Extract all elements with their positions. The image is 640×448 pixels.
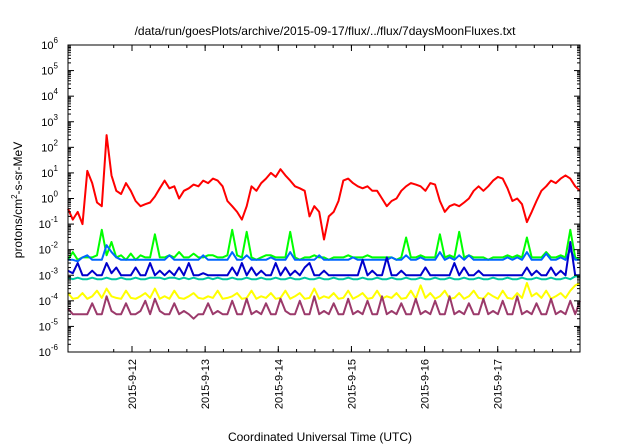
y-axis-label-base: protons/cm [11, 199, 25, 258]
y-tick-label-base: 10 [41, 117, 53, 129]
x-tick-label: 2015-9-12 [127, 359, 139, 409]
y-tick-label: 100 [41, 190, 58, 206]
y-tick-label-exp: 6 [54, 36, 59, 45]
series-line-4 [67, 275, 580, 281]
y-tick-label-base: 10 [41, 142, 53, 154]
series-line-1 [67, 228, 581, 261]
y-tick-label-base: 10 [39, 270, 51, 282]
y-tick-label-exp: -2 [51, 241, 59, 250]
y-tick-label-base: 10 [39, 296, 51, 308]
y-tick-label: 10-6 [39, 343, 59, 359]
y-tick-label: 10-2 [39, 241, 59, 257]
y-tick-label: 101 [41, 164, 58, 180]
y-tick-label-base: 10 [39, 347, 51, 359]
chart-title: /data/run/goesPlots/archive/2015-09-17/f… [135, 24, 517, 38]
series-line-2 [68, 244, 580, 263]
x-axis: 2015-9-12 2015-9-13 2015-9-14 2015-9-15 2015… [113, 45, 572, 409]
y-tick-label-exp: -3 [51, 266, 59, 275]
y-tick-label: 10-3 [39, 266, 59, 282]
series-lines [67, 134, 581, 320]
y-axis-label: protons/cm2-s-sr-MeV [10, 142, 25, 258]
series-line-3 [67, 241, 580, 277]
series-line-5 [67, 282, 581, 300]
y-tick-label-base: 10 [39, 245, 51, 257]
y-tick-label: 10-4 [39, 292, 59, 308]
y-tick-label-base: 10 [41, 168, 53, 180]
plot-frame [67, 44, 581, 353]
y-tick-label: 103 [41, 113, 58, 129]
y-tick-label-exp: 5 [54, 62, 59, 71]
y-tick-label-exp: 2 [54, 138, 59, 147]
y-tick-label-exp: 0 [54, 190, 59, 199]
x-tick-label: 2015-9-17 [493, 359, 505, 409]
y-tick-label: 105 [41, 62, 58, 78]
y-tick-label-base: 10 [41, 194, 53, 206]
y-tick-label-base: 10 [41, 66, 53, 78]
y-tick-label: 102 [41, 138, 58, 154]
x-tick-label: 2015-9-13 [200, 359, 212, 409]
y-tick-label: 106 [41, 36, 58, 52]
y-axis-label-sup: 2 [10, 194, 19, 199]
y-axis: 10610510410310210110010-110-210-310-410-… [39, 36, 580, 359]
series-line-0 [67, 134, 581, 241]
y-tick-label-base: 10 [41, 40, 53, 52]
y-tick-label-exp: 4 [54, 87, 59, 96]
y-tick-label-exp: 3 [54, 113, 59, 122]
y-tick-label-base: 10 [41, 91, 53, 103]
x-tick-label: 2015-9-15 [346, 359, 358, 409]
y-tick-label: 10-1 [39, 215, 59, 231]
x-tick-label: 2015-9-16 [420, 359, 432, 409]
y-tick-label-exp: -4 [51, 292, 59, 301]
y-tick-label: 10-5 [39, 317, 59, 333]
y-tick-label-base: 10 [39, 219, 51, 231]
y-tick-label: 104 [41, 87, 58, 103]
y-tick-label-exp: -1 [51, 215, 59, 224]
y-tick-label-exp: -5 [51, 317, 59, 326]
y-axis-label-rest: -s-sr-MeV [11, 142, 25, 195]
y-tick-label-exp: -6 [51, 343, 59, 352]
x-axis-label: Coordinated Universal Time (UTC) [228, 430, 412, 444]
x-tick-label: 2015-9-14 [273, 359, 285, 409]
y-tick-label-exp: 1 [54, 164, 59, 173]
y-tick-label-base: 10 [39, 321, 51, 333]
series-line-6 [67, 295, 581, 320]
